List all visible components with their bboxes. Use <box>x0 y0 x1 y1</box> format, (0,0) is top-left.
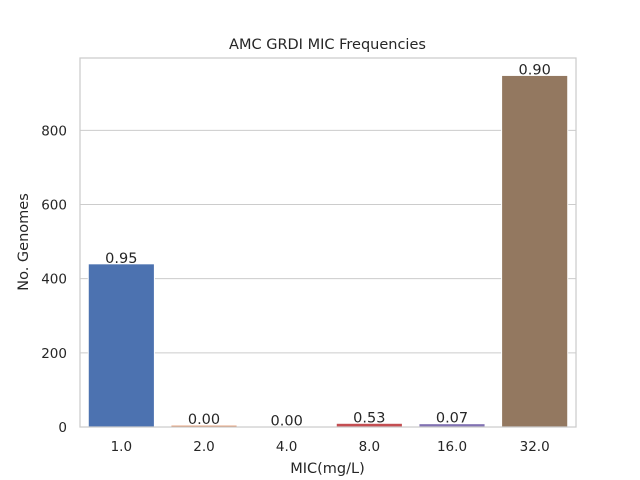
y-tick-label: 400 <box>41 272 67 288</box>
bar-32.0 <box>501 74 569 428</box>
y-tick-label: 600 <box>41 197 67 213</box>
chart-title: AMC GRDI MIC Frequencies <box>229 37 426 53</box>
x-tick-label: 32.0 <box>520 439 550 455</box>
bar-value-label: 0.95 <box>105 251 137 267</box>
bar-value-label: 0.07 <box>436 411 468 427</box>
x-tick-label: 2.0 <box>193 439 214 455</box>
bar-value-label: 0.00 <box>271 413 303 429</box>
y-tick-label: 800 <box>41 123 67 139</box>
x-axis-ticks: 1.0 2.0 4.0 8.0 16.0 32.0 <box>111 439 550 455</box>
y-axis-ticks: 0 200 400 600 800 <box>41 123 67 436</box>
y-tick-label: 0 <box>58 420 67 436</box>
y-axis-label: No. Genomes <box>16 193 32 291</box>
bar-value-labels: 0.95 0.00 0.00 0.53 0.07 0.90 <box>105 62 551 429</box>
bar-value-label: 0.90 <box>519 62 551 78</box>
bar-layer <box>87 74 569 428</box>
plot-frame <box>79 57 577 428</box>
x-tick-label: 1.0 <box>111 439 132 455</box>
x-tick-label: 16.0 <box>437 439 467 455</box>
x-axis-label: MIC(mg/L) <box>290 461 365 477</box>
x-tick-label: 8.0 <box>359 439 380 455</box>
y-tick-label: 200 <box>41 346 67 362</box>
bar-value-label: 0.00 <box>188 412 220 428</box>
bar-1.0 <box>87 263 155 428</box>
x-tick-label: 4.0 <box>276 439 297 455</box>
bar-value-label: 0.53 <box>353 410 385 426</box>
